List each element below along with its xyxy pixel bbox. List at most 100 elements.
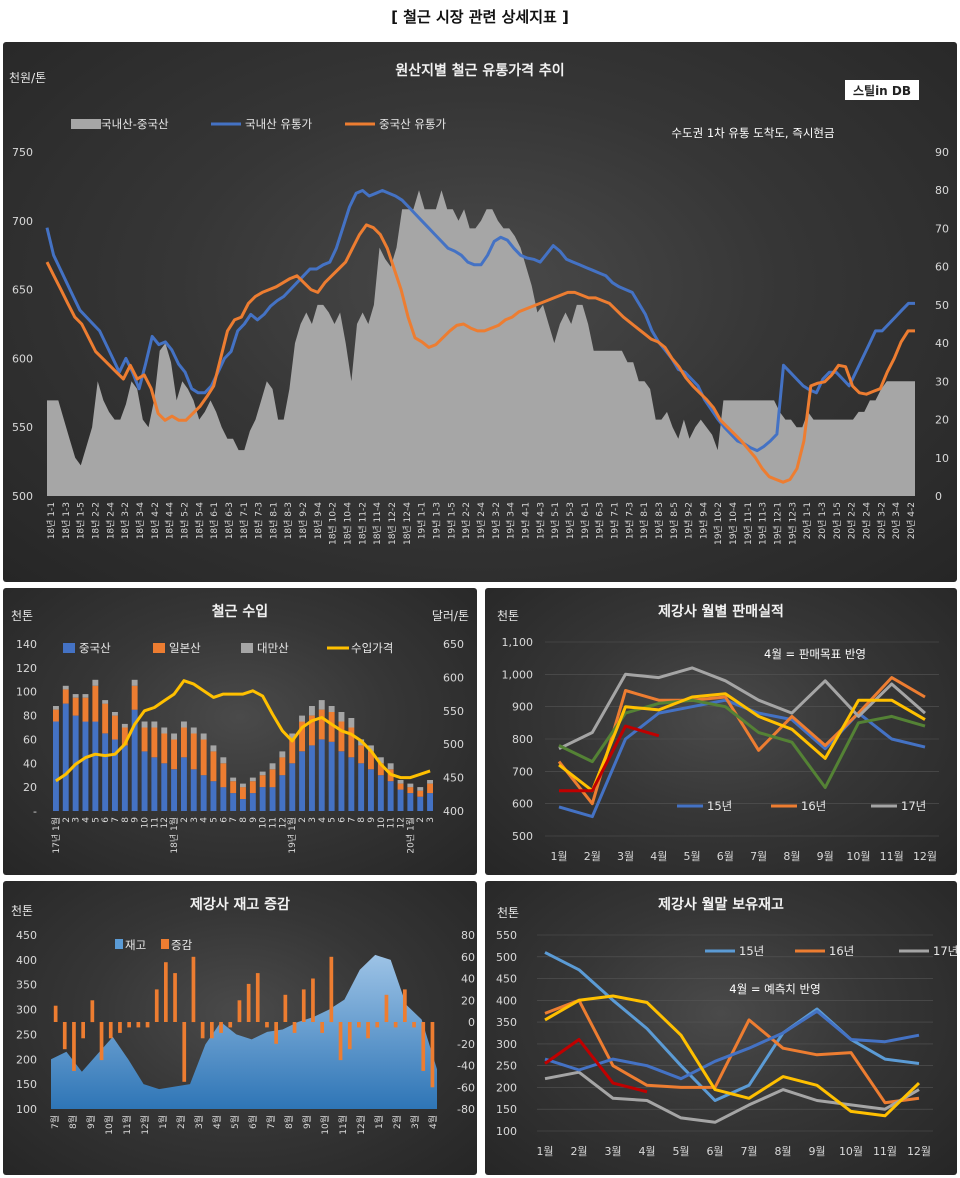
- price-x-tick: 18년 6-3: [224, 502, 235, 539]
- price-y2-tick: 0: [935, 490, 942, 503]
- sales-legend-label: 16년: [801, 799, 826, 813]
- inventory-change-bar: [228, 1022, 233, 1028]
- import-bar: [259, 771, 266, 776]
- invchg-x-tick: 4월: [211, 1115, 223, 1129]
- import-bar: [112, 739, 118, 811]
- invchg-x-tick: 11월: [121, 1115, 133, 1135]
- price-x-tick: 18년 8-3: [283, 502, 294, 539]
- import-bar: [427, 783, 433, 794]
- price-y2-tick: 40: [935, 337, 949, 350]
- invchg-x-tick: 6월: [247, 1115, 259, 1129]
- invend-x-tick: 8월: [774, 1145, 791, 1158]
- invend-legend-label: 16년: [829, 944, 854, 958]
- import-bar: [299, 751, 305, 811]
- china-price-line: [45, 223, 915, 484]
- price-y-axis-label: 천원/톤: [9, 70, 46, 85]
- import-bar: [397, 780, 404, 784]
- import-x-tick: 11: [150, 817, 160, 828]
- price-x-tick: 19년 4-1: [521, 502, 532, 539]
- import-bar: [200, 739, 207, 776]
- invchg-y2-tick: -20: [457, 1038, 475, 1051]
- import-bar: [279, 751, 286, 758]
- import-y-axis-label: 천톤: [11, 608, 33, 623]
- price-x-tick: 19년 8-1: [639, 502, 650, 539]
- inventory-change-bar: [366, 1022, 370, 1039]
- price-x-tick: 19년 8-5: [669, 502, 680, 539]
- import-x-tick: 10: [377, 817, 387, 829]
- import-x-tick: 8: [121, 817, 131, 823]
- import-bar: [279, 757, 286, 776]
- invend-legend-label: 17년: [933, 944, 958, 958]
- inventory-change-bar: [145, 1022, 150, 1028]
- price-y2-tick: 30: [935, 375, 949, 388]
- price-x-tick: 18년 2-2: [91, 502, 102, 539]
- import-legend-swatch: [63, 643, 75, 653]
- import-bar: [230, 793, 237, 811]
- sales-y-axis-label: 천톤: [497, 608, 519, 623]
- import-bar: [289, 763, 296, 811]
- invchg-x-tick: 10월: [319, 1115, 331, 1135]
- import-x-tick: 12: [278, 817, 288, 828]
- logo-box: [845, 80, 919, 100]
- inventory-change-bar: [311, 978, 315, 1022]
- inventory-change-bar: [62, 1022, 67, 1050]
- inventory-change-bar: [320, 1022, 324, 1033]
- inventory-change-bar: [403, 989, 407, 1022]
- invend-y-tick: 200: [496, 1081, 517, 1094]
- price-x-tick: 18년 10-4: [343, 502, 354, 545]
- import-bar: [309, 706, 315, 716]
- sales-series-line: [558, 698, 926, 819]
- import-bar: [190, 727, 197, 734]
- import-bar: [92, 721, 99, 811]
- import-x-tick: 9: [367, 817, 377, 823]
- import-y-tick: 40: [23, 757, 37, 770]
- import-y-tick: -: [33, 805, 37, 818]
- invchg-y2-tick: -40: [457, 1060, 475, 1073]
- inventory-change-bar: [301, 989, 306, 1022]
- inventory-change-bar: [72, 1022, 76, 1071]
- price-x-tick: 20년 2-2: [847, 502, 858, 539]
- sales-y-tick: 1,100: [502, 636, 534, 649]
- import-x-tick: 19년 1월: [286, 817, 298, 854]
- sales-legend-label: 15년: [707, 799, 732, 813]
- price-x-tick: 19년 9-4: [698, 502, 709, 540]
- import-chart-title: 철근 수입: [212, 604, 268, 620]
- invchg-x-tick: 9월: [301, 1115, 313, 1129]
- import-bar: [121, 727, 128, 746]
- price-x-tick: 18년 2-4: [105, 502, 116, 540]
- invend-y-tick: 250: [496, 1060, 517, 1073]
- import-x-tick: 2: [416, 817, 426, 823]
- price-x-tick: 18년 9-4: [313, 502, 324, 540]
- price-y-tick: 600: [12, 352, 33, 365]
- sales-y-tick: 600: [512, 798, 533, 811]
- import-legend-label: 대만산: [257, 641, 289, 655]
- import-bar: [102, 700, 109, 704]
- invchg-legend-swatch: [115, 939, 123, 949]
- invchg-y2-tick: 0: [468, 1016, 475, 1029]
- import-bar: [387, 763, 394, 770]
- invchg-x-tick: 1월: [373, 1115, 385, 1129]
- invend-note: 4월 = 예측치 반영: [729, 982, 820, 996]
- import-bar: [171, 739, 177, 770]
- import-bar: [240, 783, 246, 788]
- import-bar: [190, 769, 197, 812]
- inventory-change-bar: [81, 1022, 85, 1039]
- import-y-tick: 140: [16, 638, 37, 651]
- invend-y-tick: 400: [496, 994, 517, 1007]
- invend-x-tick: 11월: [873, 1145, 897, 1158]
- invchg-y-tick: 450: [16, 929, 37, 942]
- import-bar: [309, 745, 315, 811]
- invchg-x-tick: 9월: [85, 1115, 97, 1129]
- import-bar: [181, 727, 187, 758]
- invend-series-line: [544, 994, 921, 1118]
- import-legend-swatch: [241, 643, 253, 653]
- legend-spread-label: 국내산-중국산: [101, 117, 169, 131]
- sales-series-line: [558, 698, 926, 789]
- price-x-tick: 18년 9-2: [298, 502, 309, 539]
- import-bar: [151, 757, 158, 811]
- sales-chart-panel: 제강사 월별 판매실적 천톤 4월 = 판매목표 반영 500 600 700 800 900…: [485, 588, 957, 875]
- import-bar: [249, 793, 256, 811]
- sales-series-line: [557, 676, 926, 806]
- import-bar: [407, 793, 414, 811]
- price-x-tick: 20년 1-5: [832, 502, 843, 539]
